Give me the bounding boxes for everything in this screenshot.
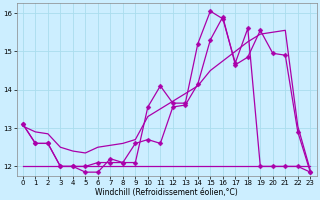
X-axis label: Windchill (Refroidissement éolien,°C): Windchill (Refroidissement éolien,°C) bbox=[95, 188, 238, 197]
